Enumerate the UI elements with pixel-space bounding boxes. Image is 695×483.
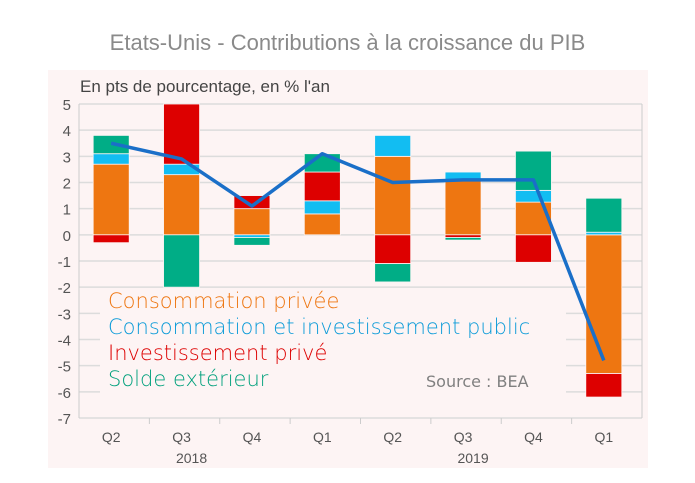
y-tick-label: 4 xyxy=(63,123,71,140)
legend-investissement-prive: Investissement privé xyxy=(108,341,328,365)
chart-title: Etats-Unis - Contributions à la croissan… xyxy=(109,30,586,55)
bar-0-4 xyxy=(374,155,412,236)
bar-0-2 xyxy=(233,208,271,236)
legend-solde-exterieur: Solde extérieur xyxy=(108,367,269,391)
bar-0-7 xyxy=(585,234,623,374)
y-tick-label: 3 xyxy=(63,149,71,166)
x-tick-label: Q2 xyxy=(102,429,121,445)
x-tick-label: Q4 xyxy=(524,429,543,445)
y-tick-label: -1 xyxy=(58,254,71,271)
bar-0-1 xyxy=(163,174,200,236)
gdp-line xyxy=(110,141,606,362)
bar-2-7 xyxy=(585,373,623,398)
y-tick-label: 2 xyxy=(63,176,71,193)
bar-2-0 xyxy=(92,234,130,244)
y-tick-label: -7 xyxy=(58,411,71,428)
bar-1-0 xyxy=(92,153,130,165)
x-tick-label: Q3 xyxy=(172,429,191,445)
bar-3-2 xyxy=(233,237,271,246)
bar-2-1 xyxy=(163,103,200,165)
x-tick-label: Q4 xyxy=(243,429,262,445)
year-label: 2019 xyxy=(457,450,488,466)
bar-3-5 xyxy=(444,237,482,241)
y-tick-label: 1 xyxy=(63,202,71,219)
y-tick-label: -5 xyxy=(58,359,71,376)
bar-1-6 xyxy=(515,189,552,203)
bar-2-4 xyxy=(374,234,412,265)
bar-0-5 xyxy=(444,179,482,236)
x-tick-label: Q1 xyxy=(313,429,332,445)
bar-0-3 xyxy=(303,213,341,236)
bar-1-3 xyxy=(303,200,341,215)
chart-subtitle: En pts de pourcentage, en % l'an xyxy=(80,77,330,96)
bar-3-4 xyxy=(374,263,412,283)
bar-3-1 xyxy=(163,234,200,288)
x-tick-label: Q1 xyxy=(594,429,613,445)
y-tick-label: -4 xyxy=(58,333,71,350)
y-tick-label: -2 xyxy=(58,280,71,297)
bar-2-6 xyxy=(515,234,552,263)
bar-3-7 xyxy=(585,197,623,233)
y-tick-label: -6 xyxy=(58,385,71,402)
y-tick-label: -3 xyxy=(58,306,71,323)
chart-panel xyxy=(48,70,648,468)
legend-public: Consommation et investissement public xyxy=(108,315,531,339)
year-label: 2018 xyxy=(176,450,207,466)
legend-consommation-privee: Consommation privée xyxy=(108,289,340,313)
legend-backdrop xyxy=(100,288,566,396)
x-tick-label: Q3 xyxy=(454,429,473,445)
bar-1-4 xyxy=(374,134,412,157)
x-tick-label: Q2 xyxy=(383,429,402,445)
bar-0-6 xyxy=(515,201,552,236)
y-tick-label: 5 xyxy=(63,97,71,114)
bar-2-3 xyxy=(303,171,341,202)
bar-0-0 xyxy=(92,163,130,236)
source-note: Source : BEA xyxy=(426,372,529,391)
y-tick-label: 0 xyxy=(63,228,71,245)
